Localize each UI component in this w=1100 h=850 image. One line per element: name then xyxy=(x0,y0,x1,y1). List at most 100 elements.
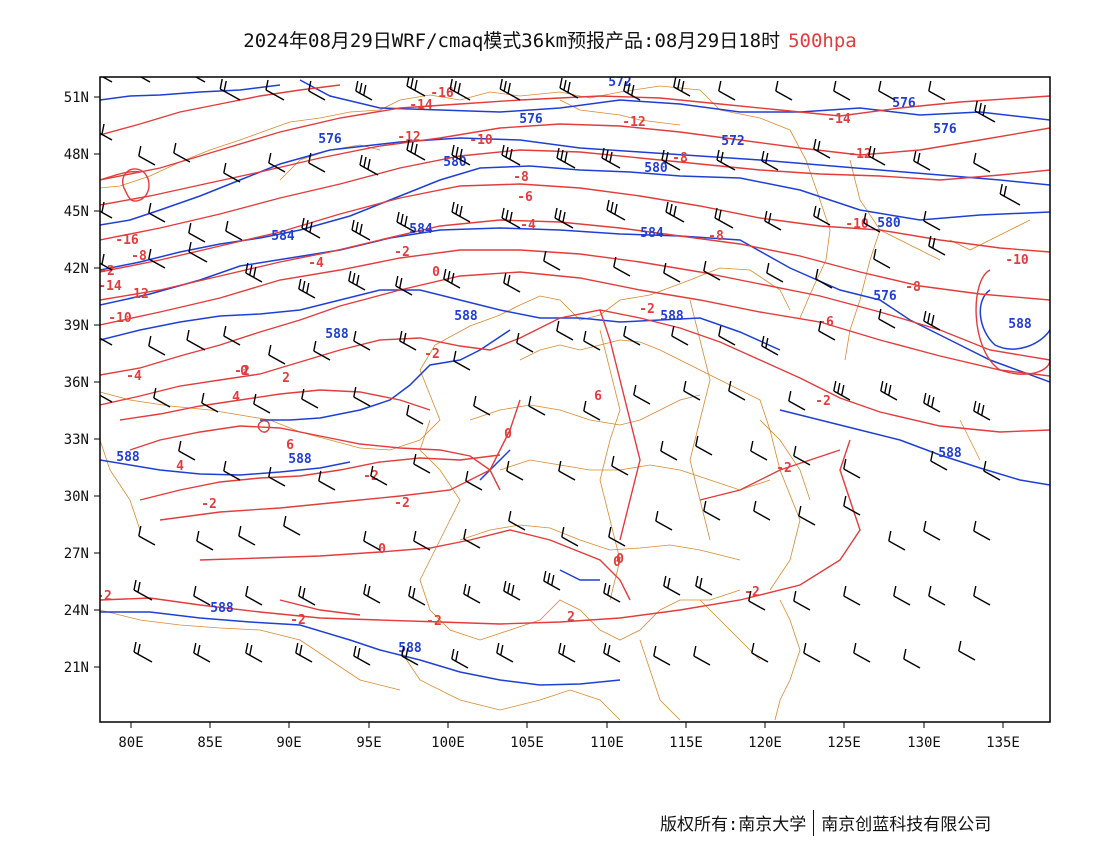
wind-barb xyxy=(973,520,991,541)
wind-barb xyxy=(463,583,481,604)
wind-barb xyxy=(298,278,316,299)
height-label: 588 xyxy=(116,450,140,465)
temperature-label: -6 xyxy=(517,190,533,205)
wind-barb xyxy=(606,199,626,221)
wind-barb xyxy=(153,387,171,408)
height-label: 584 xyxy=(409,222,433,237)
wind-barb xyxy=(201,392,219,413)
temperature-contour xyxy=(257,420,270,433)
temperature-label: -2 xyxy=(815,394,831,409)
temperature-contour xyxy=(100,84,341,136)
wind-barb xyxy=(748,590,766,611)
wind-barb xyxy=(750,440,768,461)
wind-barb xyxy=(528,395,546,416)
x-tick-label: 95E xyxy=(356,735,381,751)
wind-barb xyxy=(718,325,736,346)
height-label: 588 xyxy=(288,452,312,467)
height-label: 576 xyxy=(318,132,342,147)
wind-barb xyxy=(473,395,491,416)
temperature-label: -2 xyxy=(96,589,112,604)
temperature-label: -8 xyxy=(513,170,529,185)
wind-barb xyxy=(893,585,911,606)
wind-barb xyxy=(353,386,371,407)
temperature-label: -2 xyxy=(639,302,655,317)
wind-barb xyxy=(196,530,214,551)
height-label: 580 xyxy=(644,161,668,176)
temperature-label: -10 xyxy=(108,311,132,326)
temperature-label: -14 xyxy=(827,112,851,127)
temperature-label: 0 xyxy=(613,555,621,570)
temperature-contour xyxy=(119,389,431,421)
temperature-label: -16 xyxy=(430,86,454,101)
temperature-label: 0 xyxy=(432,265,440,280)
wind-barb xyxy=(186,329,206,351)
wind-barb xyxy=(100,384,113,403)
wind-barb xyxy=(803,642,821,663)
height-contour xyxy=(100,289,781,351)
wind-barb xyxy=(245,585,263,606)
height-contour xyxy=(559,569,600,581)
wind-barb xyxy=(301,388,319,409)
wind-barb xyxy=(623,80,641,101)
boundary-line xyxy=(100,609,401,691)
x-tick-label: 105E xyxy=(510,735,544,751)
temperature-label: -6 xyxy=(818,315,834,330)
temperature-label: -8 xyxy=(708,229,724,244)
boundary-line xyxy=(639,639,681,721)
wind-barb xyxy=(406,139,426,161)
wind-barb xyxy=(308,152,326,173)
wind-barb xyxy=(138,145,156,166)
wind-barb xyxy=(295,642,313,663)
wind-barb xyxy=(973,400,991,421)
wind-barb xyxy=(413,453,431,474)
temperature-contour xyxy=(100,219,1050,301)
height-contour xyxy=(260,329,511,421)
wind-barb xyxy=(660,440,678,461)
y-tick-label: 27N xyxy=(64,546,89,562)
wind-barb xyxy=(761,335,779,356)
boundary-line xyxy=(469,394,701,426)
boundary-line xyxy=(519,339,801,591)
wind-barb xyxy=(451,144,471,166)
wind-barb xyxy=(359,154,379,176)
wind-barb xyxy=(766,262,784,283)
wind-barb xyxy=(930,450,948,471)
wind-barb xyxy=(695,435,713,456)
wind-barb xyxy=(465,470,483,491)
wind-barb xyxy=(178,440,196,461)
boundary-line xyxy=(100,267,791,451)
wind-barb xyxy=(788,390,806,411)
height-label: 588 xyxy=(1008,317,1032,332)
wind-barb xyxy=(665,201,685,223)
temperature-contour xyxy=(100,183,1050,273)
wind-barb xyxy=(443,268,461,289)
y-tick-label: 21N xyxy=(64,660,89,676)
wind-barb xyxy=(503,272,521,293)
wind-barb xyxy=(223,162,241,183)
x-tick-label: 115E xyxy=(669,735,703,751)
wind-barb xyxy=(903,648,921,669)
wind-barb xyxy=(958,640,976,661)
temperature-label: -16 xyxy=(115,233,139,248)
wind-barb xyxy=(923,392,941,413)
boundary-line xyxy=(419,419,741,641)
y-tick-label: 48N xyxy=(64,147,89,163)
wind-barb xyxy=(764,210,782,231)
wind-barb xyxy=(395,275,413,296)
wind-barb xyxy=(173,142,191,163)
wind-barb xyxy=(265,79,285,101)
wind-barb xyxy=(813,138,831,159)
wind-barb xyxy=(501,207,521,229)
boundary-line xyxy=(459,524,741,561)
wind-barb xyxy=(583,330,601,351)
wind-barb xyxy=(406,77,426,97)
wind-barb xyxy=(100,252,113,271)
temperature-label: -14 xyxy=(409,98,433,113)
wind-barb xyxy=(611,455,629,476)
x-tick-label: 120E xyxy=(748,735,782,751)
height-label: 572 xyxy=(608,75,631,90)
wind-barb xyxy=(878,308,896,329)
boundary-line xyxy=(559,99,681,126)
wind-barb xyxy=(188,222,206,243)
temperature-contour xyxy=(975,269,1050,375)
